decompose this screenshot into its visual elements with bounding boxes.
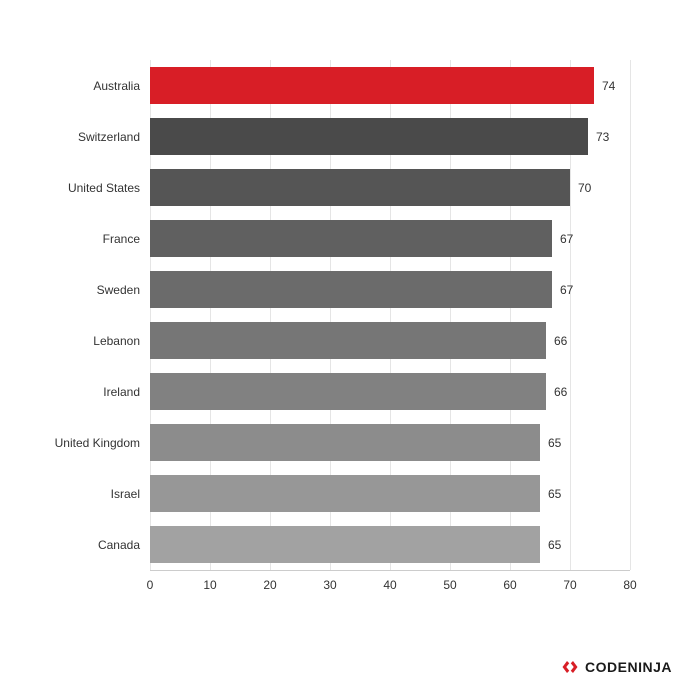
- bar-row: Lebanon66: [150, 315, 630, 366]
- bar-row: Israel65: [150, 468, 630, 519]
- brand-icon: [561, 658, 579, 676]
- x-tick-label: 80: [623, 578, 636, 592]
- bar-row: United Kingdom65: [150, 417, 630, 468]
- bar-category-label: Canada: [35, 538, 140, 552]
- bar-row: Canada65: [150, 519, 630, 570]
- brand-text: CODENINJA: [585, 659, 672, 675]
- bar-value-label: 74: [602, 79, 615, 93]
- bar-category-label: United Kingdom: [35, 436, 140, 450]
- bar: 67: [150, 271, 552, 308]
- x-tick-label: 50: [443, 578, 456, 592]
- bar: 67: [150, 220, 552, 257]
- bar-row: France67: [150, 213, 630, 264]
- bar-value-label: 73: [596, 130, 609, 144]
- bar-category-label: Israel: [35, 487, 140, 501]
- bar-value-label: 65: [548, 538, 561, 552]
- bar-row: United States70: [150, 162, 630, 213]
- x-tick-label: 20: [263, 578, 276, 592]
- bar-row: Sweden67: [150, 264, 630, 315]
- bar: 65: [150, 526, 540, 563]
- bar: 73: [150, 118, 588, 155]
- bar: 66: [150, 322, 546, 359]
- x-axis-line: [150, 570, 630, 571]
- plot-region: Australia74Switzerland73United States70F…: [150, 60, 630, 570]
- bar-value-label: 67: [560, 232, 573, 246]
- bar-value-label: 65: [548, 436, 561, 450]
- bar-category-label: Sweden: [35, 283, 140, 297]
- chart-area: Australia74Switzerland73United States70F…: [40, 60, 660, 610]
- bar-category-label: Lebanon: [35, 334, 140, 348]
- bars-container: Australia74Switzerland73United States70F…: [150, 60, 630, 570]
- bar-category-label: Australia: [35, 79, 140, 93]
- brand-logo: CODENINJA: [561, 658, 672, 676]
- x-tick-label: 60: [503, 578, 516, 592]
- x-tick-label: 10: [203, 578, 216, 592]
- bar: 65: [150, 424, 540, 461]
- bar-category-label: Switzerland: [35, 130, 140, 144]
- gridline: [630, 60, 631, 570]
- bar-value-label: 70: [578, 181, 591, 195]
- x-tick-label: 40: [383, 578, 396, 592]
- bar: 66: [150, 373, 546, 410]
- bar-value-label: 66: [554, 385, 567, 399]
- bar-category-label: United States: [35, 181, 140, 195]
- bar-category-label: France: [35, 232, 140, 246]
- x-tick-label: 30: [323, 578, 336, 592]
- bar-value-label: 67: [560, 283, 573, 297]
- bar-row: Switzerland73: [150, 111, 630, 162]
- bar-value-label: 66: [554, 334, 567, 348]
- bar: 65: [150, 475, 540, 512]
- bar-category-label: Ireland: [35, 385, 140, 399]
- bar: 70: [150, 169, 570, 206]
- bar-row: Australia74: [150, 60, 630, 111]
- bar: 74: [150, 67, 594, 104]
- x-tick-label: 70: [563, 578, 576, 592]
- x-tick-label: 0: [147, 578, 154, 592]
- bar-value-label: 65: [548, 487, 561, 501]
- bar-row: Ireland66: [150, 366, 630, 417]
- x-axis: 01020304050607080: [150, 570, 630, 610]
